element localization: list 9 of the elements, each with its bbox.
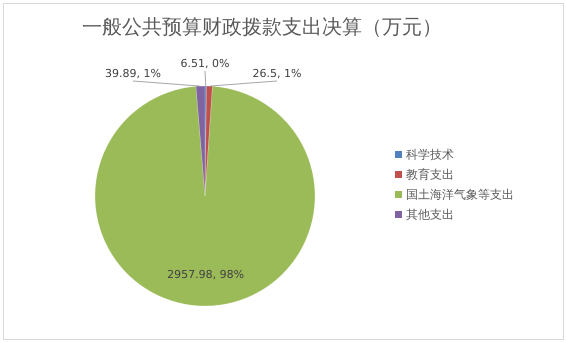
chart-title: 一般公共预算财政拨款支出决算（万元） [82,14,442,38]
data-label: 2957.98, 98% [167,268,244,282]
legend-label: 其他支出 [406,207,454,222]
data-label: 39.89, 1% [105,67,161,80]
legend-label: 科学技术 [406,147,454,162]
legend-label: 教育支出 [406,167,454,182]
legend-label: 国土海洋气象等支出 [406,187,514,202]
data-label: 26.5, 1% [252,67,302,80]
data-label: 6.51, 0% [180,57,230,70]
